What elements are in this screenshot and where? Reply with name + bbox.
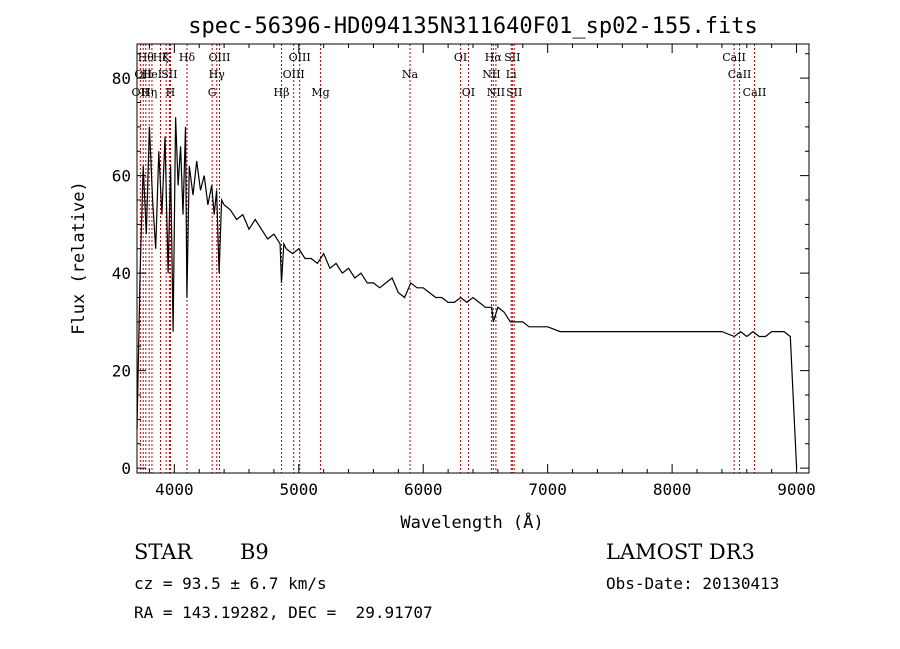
x-tick-label-3: 7000	[528, 480, 567, 499]
line-label-6: K	[162, 51, 171, 64]
x-tick-label-5: 9000	[777, 480, 816, 499]
line-label-5: Hζ	[153, 51, 169, 64]
y-tick-label-3: 60	[112, 167, 131, 186]
x-tick-label-0: 4000	[155, 480, 194, 499]
line-label-3: Hη	[141, 86, 157, 99]
coordinates: RA = 143.19282, DEC = 29.91707	[134, 603, 433, 622]
x-tick-label-4: 8000	[653, 480, 692, 499]
line-label-27: CaII	[728, 68, 752, 81]
line-label-2: Hθ	[138, 51, 155, 64]
line-label-14: OIII	[283, 68, 305, 81]
y-tick-label-4: 80	[112, 69, 131, 88]
line-label-18: OI	[454, 51, 467, 64]
x-tick-label-1: 5000	[280, 480, 319, 499]
y-tick-label-1: 20	[112, 362, 131, 381]
y-tick-label-0: 0	[121, 459, 131, 478]
line-label-25: SII	[506, 86, 522, 99]
line-label-13: Hβ	[274, 86, 290, 99]
spectrum-line	[136, 117, 798, 469]
line-label-4: HeI	[142, 68, 162, 81]
y-axis-label: Flux (relative)	[69, 181, 89, 335]
line-label-16: Mg	[311, 86, 329, 99]
line-label-11: Hγ	[209, 68, 226, 81]
object-subclass: B9	[240, 540, 269, 564]
x-tick-label-2: 6000	[404, 480, 443, 499]
line-label-19: OI	[462, 86, 475, 99]
line-labels: OIIOIIHθHηHeIHζKSIIHHδGHγOIIIHβOIIIOIIIM…	[132, 51, 767, 99]
line-label-0: OII	[132, 86, 150, 99]
line-label-15: OIII	[289, 51, 311, 64]
line-label-22: NII	[487, 86, 505, 99]
object-class: STAR	[134, 540, 193, 564]
line-label-21: Hα	[485, 51, 503, 64]
line-label-26: CaII	[722, 51, 746, 64]
line-label-8: H	[166, 86, 176, 99]
line-label-23: Li	[506, 68, 517, 81]
line-label-28: CaII	[743, 86, 767, 99]
redshift-value: cz = 93.5 ± 6.7 km/s	[134, 574, 327, 593]
line-markers	[139, 44, 755, 473]
line-label-20: NII	[482, 68, 500, 81]
line-label-12: OIII	[208, 51, 230, 64]
y-axis: 0 20 40 60 80	[112, 53, 809, 478]
line-label-9: Hδ	[179, 51, 196, 64]
x-axis: 4000 5000 6000 7000 8000 9000	[148, 44, 816, 499]
chart-title: spec-56396-HD094135N311640F01_sp02-155.f…	[188, 14, 758, 39]
obs-date: Obs-Date: 20130413	[606, 574, 780, 593]
line-label-17: Na	[402, 68, 419, 81]
x-axis-label: Wavelength (Å)	[400, 511, 543, 533]
line-label-10: G	[208, 86, 217, 99]
plot-frame	[136, 43, 810, 474]
survey-name: LAMOST DR3	[606, 540, 755, 564]
line-label-7: SII	[161, 68, 177, 81]
line-label-24: SII	[504, 51, 520, 64]
y-tick-label-2: 40	[112, 264, 131, 283]
